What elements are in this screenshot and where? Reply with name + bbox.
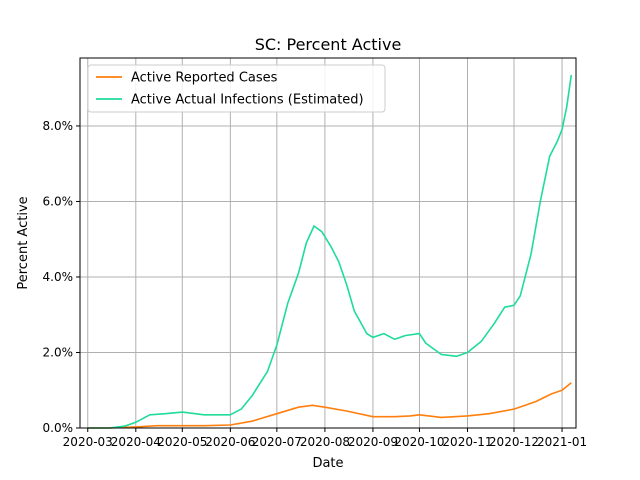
legend: Active Reported Cases Active Actual Infec… xyxy=(87,64,386,113)
x-tick-label: 2020-03 xyxy=(63,435,113,449)
legend-box xyxy=(87,64,386,113)
series-layer xyxy=(87,74,573,429)
series-line-2 xyxy=(87,74,573,429)
x-tick-label: 2020-09 xyxy=(348,435,398,449)
x-tick-label: 2021-01 xyxy=(537,435,587,449)
x-axis-label: Date xyxy=(312,456,343,471)
y-axis: 0.0% 2.0% 4.0% 6.0% 8.0% xyxy=(43,119,80,435)
x-tick-label: 2020-12 xyxy=(489,435,539,449)
x-tick-label: 2020-11 xyxy=(442,435,492,449)
legend-label-2: Active Actual Infections (Estimated) xyxy=(131,93,364,108)
x-tick-label: 2020-04 xyxy=(111,435,161,449)
x-tick-label: 2020-05 xyxy=(157,435,207,449)
x-tick-label: 2020-10 xyxy=(394,435,444,449)
x-tick-label: 2020-08 xyxy=(300,435,350,449)
x-tick-label: 2020-06 xyxy=(205,435,255,449)
y-axis-label: Percent Active xyxy=(16,196,31,289)
legend-label-1: Active Reported Cases xyxy=(131,71,278,86)
y-tick-label: 0.0% xyxy=(43,421,74,435)
grid xyxy=(80,58,576,429)
chart-title: SC: Percent Active xyxy=(255,35,402,54)
y-tick-label: 8.0% xyxy=(43,119,74,133)
plot-frame xyxy=(79,57,577,429)
series-line-1 xyxy=(87,382,572,429)
y-tick-label: 6.0% xyxy=(43,194,74,208)
y-tick-label: 4.0% xyxy=(43,270,74,284)
x-axis: 2020-032020-042020-052020-062020-072020-… xyxy=(63,428,587,449)
y-tick-label: 2.0% xyxy=(43,345,74,359)
x-tick-label: 2020-07 xyxy=(252,435,302,449)
